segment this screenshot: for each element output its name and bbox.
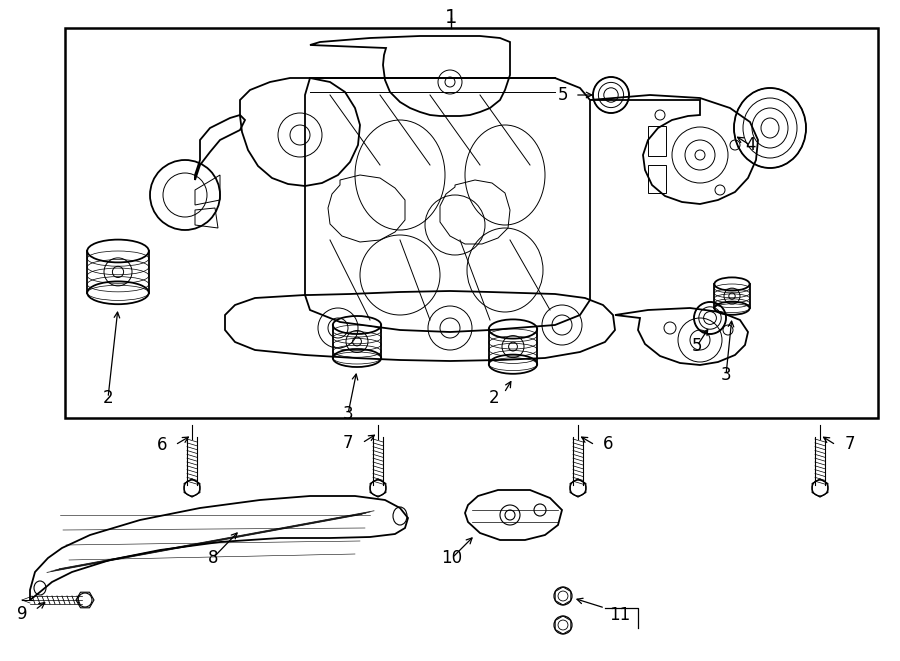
- Text: 3: 3: [721, 366, 732, 384]
- Text: 1: 1: [445, 8, 457, 27]
- Text: 2: 2: [489, 389, 500, 407]
- Text: 7: 7: [845, 435, 855, 453]
- Text: 11: 11: [609, 606, 631, 624]
- Text: 6: 6: [157, 436, 167, 454]
- Text: 6: 6: [603, 435, 613, 453]
- Text: 5: 5: [692, 337, 702, 355]
- Text: 5: 5: [558, 86, 568, 104]
- Bar: [648, 126, 666, 156]
- Text: 7: 7: [343, 434, 353, 452]
- Text: 10: 10: [441, 549, 463, 567]
- Text: 4: 4: [745, 136, 755, 154]
- Bar: [648, 165, 666, 193]
- Text: 3: 3: [343, 405, 354, 423]
- Text: 2: 2: [103, 389, 113, 407]
- Text: 9: 9: [17, 605, 27, 623]
- Text: 8: 8: [208, 549, 218, 567]
